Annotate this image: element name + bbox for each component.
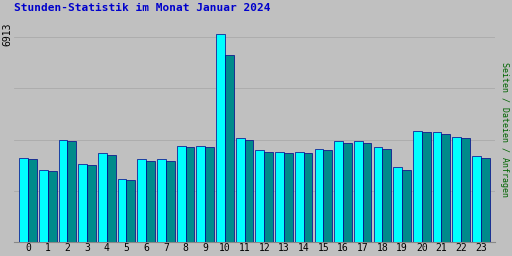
Bar	[87, 165, 96, 242]
Bar	[216, 34, 225, 242]
Bar	[393, 167, 402, 242]
Bar	[78, 164, 87, 242]
Bar	[441, 134, 450, 242]
Text: Stunden-Statistik im Monat Januar 2024: Stunden-Statistik im Monat Januar 2024	[14, 3, 271, 13]
Bar	[472, 156, 481, 242]
Bar	[28, 159, 37, 242]
Bar	[205, 147, 214, 242]
Bar	[304, 153, 312, 242]
Bar	[295, 152, 304, 242]
Bar	[452, 137, 461, 242]
Bar	[422, 132, 431, 242]
Bar	[481, 158, 489, 242]
Bar	[48, 171, 56, 242]
Bar	[236, 138, 245, 242]
Bar	[157, 159, 166, 242]
Bar	[166, 161, 175, 242]
Bar	[126, 180, 135, 242]
Bar	[177, 146, 185, 242]
Bar	[362, 143, 372, 242]
Bar	[284, 153, 293, 242]
Bar	[59, 140, 68, 242]
Bar	[354, 141, 362, 242]
Bar	[118, 179, 126, 242]
Bar	[225, 55, 233, 242]
Bar	[68, 141, 76, 242]
Bar	[323, 150, 332, 242]
Bar	[137, 159, 146, 242]
Bar	[374, 147, 382, 242]
Bar	[264, 152, 273, 242]
Bar	[255, 150, 264, 242]
Bar	[402, 170, 411, 242]
Bar	[19, 158, 28, 242]
Bar	[413, 131, 422, 242]
Bar	[185, 147, 195, 242]
Bar	[275, 152, 284, 242]
Bar	[197, 146, 205, 242]
Bar	[39, 170, 48, 242]
Y-axis label: Seiten / Dateien / Anfragen: Seiten / Dateien / Anfragen	[500, 62, 509, 197]
Bar	[107, 155, 116, 242]
Bar	[146, 161, 155, 242]
Bar	[245, 140, 253, 242]
Bar	[343, 143, 352, 242]
Bar	[461, 138, 470, 242]
Bar	[314, 149, 323, 242]
Bar	[382, 149, 391, 242]
Bar	[433, 132, 441, 242]
Bar	[334, 141, 343, 242]
Bar	[98, 153, 107, 242]
